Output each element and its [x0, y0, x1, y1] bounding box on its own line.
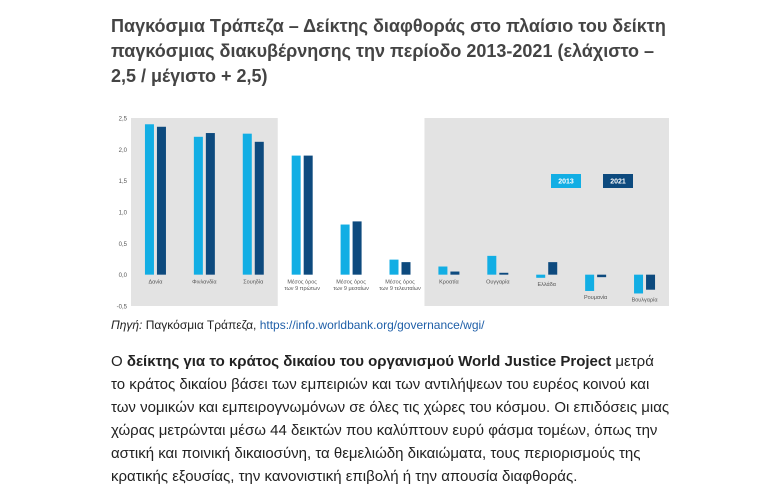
bar-2021: [597, 274, 607, 278]
category-label: Ελλάδα: [537, 281, 556, 288]
y-tick-label: 0,5: [119, 242, 128, 248]
paragraph-text-1: Ο: [111, 353, 127, 370]
category-label: Μέσος όρος των 9 τελευταίων: [379, 279, 421, 293]
y-tick-label: 0,0: [119, 273, 128, 279]
category-label: Μέσος όρος των 9 μεσαίων: [333, 279, 369, 293]
y-tick-label: 1,5: [119, 179, 128, 185]
bar-2013: [144, 124, 154, 275]
category-label: Σουηδία: [243, 280, 264, 286]
body-paragraph: Ο δείκτης για το κράτος δικαίου του οργα…: [111, 350, 671, 488]
source-line: Πηγή: Παγκόσμια Τράπεζα, https://info.wo…: [111, 318, 671, 332]
paragraph-bold: δείκτης για το κράτος δικαίου του οργανι…: [126, 353, 612, 370]
bar-2021: [156, 126, 166, 275]
chart-title: Παγκόσμια Τράπεζα – Δείκτης διαφθοράς στ…: [111, 16, 666, 86]
bar-2021: [548, 262, 558, 275]
bar-2013: [389, 259, 399, 275]
bar-2021: [303, 155, 313, 275]
bar-chart: 2,5 2,0 1,5 1,0 0,5 0,0 -0,5 Δανία Φινλανδία Σουη…: [111, 112, 671, 317]
source-text: Παγκόσμια Τράπεζα,: [145, 318, 257, 332]
category-label: Μέσος όρος των 9 πρώτων: [284, 279, 320, 293]
bar-2021: [646, 274, 656, 290]
legend-label-2021: 2021: [610, 179, 626, 186]
y-tick-label: 2,0: [119, 148, 128, 154]
source-link[interactable]: https://info.worldbank.org/governance/wg…: [259, 318, 485, 332]
chart-svg: 2,5 2,0 1,5 1,0 0,5 0,0 -0,5 Δανία Φινλανδία Σουη…: [117, 117, 669, 311]
bar-2013: [193, 136, 203, 275]
category-label: Κροατία: [439, 280, 459, 286]
bar-2013: [291, 155, 301, 275]
legend-label-2013: 2013: [558, 179, 574, 186]
bar-2013: [585, 274, 595, 291]
legend-swatch-2013: [551, 174, 581, 188]
category-label: Φινλανδία: [192, 280, 217, 286]
bar-2013: [340, 224, 350, 275]
highlight-band: [277, 118, 425, 306]
bar-2013: [438, 266, 448, 275]
legend-swatch-2021: [603, 174, 633, 188]
bar-2021: [450, 271, 460, 275]
bar-2013: [536, 274, 546, 278]
source-label: Πηγή:: [111, 318, 143, 332]
y-tick-label: 2,5: [119, 117, 128, 123]
category-label: Ρουμανία: [584, 295, 608, 301]
bar-2021: [254, 141, 264, 275]
category-label: Βουλγαρία: [632, 297, 659, 303]
category-label: Ουγγαρία: [486, 280, 510, 286]
paragraph-text-2: μετρά το κράτος δικαίου βάσει των εμπειρ…: [111, 353, 670, 485]
bar-2021: [401, 262, 411, 275]
bar-2013: [487, 255, 497, 275]
y-tick-label: -0,5: [117, 305, 128, 311]
bar-2013: [634, 274, 644, 294]
bar-2021: [352, 221, 362, 275]
bar-2021: [499, 272, 509, 275]
bar-2013: [242, 133, 252, 275]
bar-2021: [205, 133, 215, 275]
category-label: Δανία: [148, 280, 163, 286]
y-tick-label: 1,0: [119, 211, 128, 217]
